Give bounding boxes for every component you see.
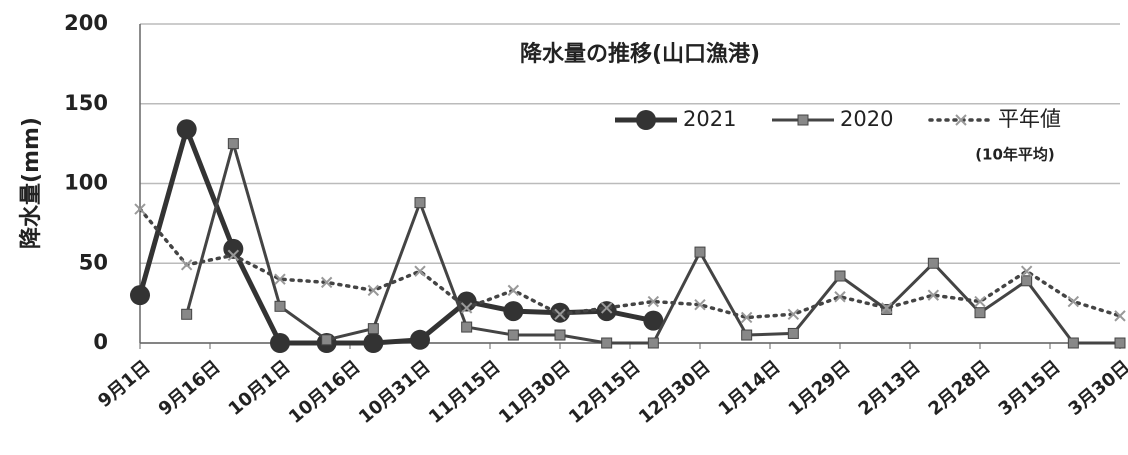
point	[554, 329, 566, 341]
x-tick-label: 1月14日	[715, 357, 785, 420]
point	[1114, 310, 1126, 322]
y-tick-label: 0	[93, 330, 108, 354]
point	[507, 284, 520, 297]
x-tick-label: 9月16日	[155, 357, 225, 420]
point	[176, 119, 197, 140]
point	[414, 197, 426, 209]
point	[740, 311, 753, 324]
point	[410, 329, 430, 350]
y-tick-label: 100	[64, 171, 108, 195]
point	[787, 308, 800, 320]
point	[460, 302, 473, 314]
x-tick-label: 2月28日	[925, 357, 995, 420]
point	[647, 337, 659, 349]
point	[596, 301, 617, 322]
point	[270, 333, 290, 353]
y-tick-label: 200	[64, 11, 108, 35]
point	[274, 273, 286, 285]
point	[320, 276, 333, 289]
legend-label: 平年値	[998, 107, 1061, 131]
point	[1021, 275, 1033, 287]
x-tick-label: 11月30日	[495, 357, 574, 428]
point	[367, 323, 379, 335]
point	[1020, 265, 1033, 277]
point	[694, 246, 706, 258]
point	[456, 291, 477, 312]
y-axis-label: 降水量(mm)	[19, 117, 44, 249]
point	[223, 238, 244, 259]
point	[834, 291, 846, 303]
point	[787, 327, 799, 339]
point	[643, 310, 664, 331]
legend-label: 2020	[840, 107, 893, 131]
point	[1067, 337, 1079, 349]
point	[600, 302, 613, 314]
point	[694, 299, 706, 311]
y-tick-label: 150	[64, 91, 108, 115]
point	[974, 307, 986, 319]
point	[741, 329, 753, 341]
x-tick-label: 12月30日	[635, 357, 714, 428]
y-tick-label: 50	[79, 250, 108, 274]
x-tick-label: 3月15日	[995, 357, 1065, 420]
point	[180, 259, 193, 271]
point	[130, 285, 150, 306]
point	[363, 333, 384, 353]
point	[974, 295, 986, 308]
x-tick-label: 11月15日	[425, 357, 504, 428]
legend-label: 2021	[683, 107, 736, 131]
legend-note: (10年平均)	[975, 146, 1055, 164]
x-tick-label: 2月13日	[855, 357, 925, 420]
point	[181, 308, 193, 320]
point	[554, 308, 566, 320]
point	[503, 301, 524, 322]
point	[414, 265, 426, 277]
point	[134, 203, 146, 215]
point	[955, 114, 967, 126]
x-tick-label: 9月1日	[94, 357, 154, 412]
x-tick-label: 12月15日	[565, 357, 644, 428]
point	[507, 329, 519, 341]
point	[1114, 337, 1126, 349]
x-tick-label: 1月29日	[785, 357, 855, 420]
chart-title: 降水量の推移(山口漁港)	[520, 41, 760, 67]
point	[227, 249, 240, 261]
point	[321, 334, 333, 346]
point	[797, 114, 809, 126]
x-tick-label: 10月31日	[355, 357, 434, 428]
x-tick-label: 10月1日	[225, 357, 295, 420]
point	[367, 284, 380, 297]
point	[227, 138, 239, 150]
point	[1067, 295, 1080, 308]
point	[636, 110, 656, 130]
point	[881, 304, 893, 316]
point	[461, 321, 473, 333]
point	[274, 300, 286, 312]
point	[834, 270, 846, 282]
point	[927, 257, 939, 269]
point	[927, 289, 940, 301]
point	[647, 295, 660, 308]
point	[880, 302, 893, 314]
x-tick-label: 3月30日	[1065, 357, 1128, 420]
point	[601, 337, 613, 349]
x-tick-label: 10月16日	[285, 357, 364, 428]
